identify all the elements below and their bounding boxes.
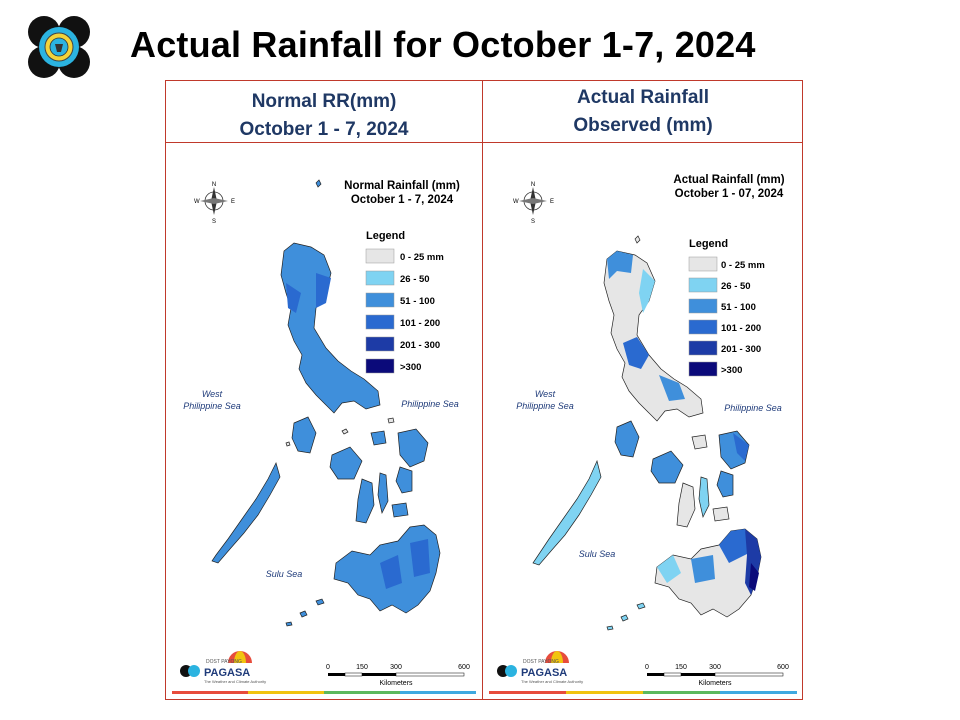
scale-unit: Kilometers — [379, 680, 413, 687]
scale-tick-0: 0 — [326, 664, 330, 671]
legend-swatch-1 — [365, 270, 395, 286]
compass-w: W — [513, 199, 519, 205]
actual-rainfall-map: N S E W Actual Rainfall (mm) October 1 -… — [489, 174, 797, 694]
legend: Legend 0 - 25 mm 26 - 50 51 - 100 101 - … — [365, 230, 444, 374]
legend: Legend 0 - 25 mm 26 - 50 51 - 100 101 - … — [688, 238, 765, 377]
panel-divider — [482, 80, 483, 700]
left-panel-heading: Normal RR(mm) October 1 - 7, 2024 — [166, 88, 482, 144]
legend-label-3: 101 - 200 — [721, 323, 761, 334]
legend-swatch-0 — [365, 248, 395, 264]
maps-frame — [165, 80, 803, 700]
compass-s: S — [531, 219, 535, 225]
scale-tick-3: 600 — [458, 664, 470, 671]
legend-swatch-2 — [365, 292, 395, 308]
philippines-landmass — [532, 235, 762, 631]
right-heading-line1: Actual Rainfall — [577, 87, 709, 108]
legend-swatch-2 — [688, 298, 718, 314]
scale-unit: Kilometers — [698, 680, 732, 687]
legend-label-2: 51 - 100 — [721, 302, 756, 313]
compass-w: W — [194, 199, 200, 205]
legend-label-4: 201 - 300 — [721, 344, 761, 355]
brand-top: DOST PAYONG — [523, 659, 559, 665]
sea-label-west-1: West — [535, 389, 556, 399]
legend-label-0: 0 - 25 mm — [721, 260, 765, 271]
pagasa-seal-logo — [28, 16, 90, 78]
legend-label-1: 26 - 50 — [400, 274, 430, 285]
legend-label-5: >300 — [400, 362, 421, 373]
header-divider — [165, 142, 803, 143]
legend-label-5: >300 — [721, 365, 742, 376]
scale-tick-3: 600 — [777, 664, 789, 671]
compass-e: E — [231, 199, 235, 205]
legend-label-1: 26 - 50 — [721, 281, 751, 292]
scale-tick-0: 0 — [645, 664, 649, 671]
brand-tagline: The Weather and Climate Authority — [204, 679, 266, 684]
brand-name: PAGASA — [521, 667, 567, 679]
sea-label-east: Philippine Sea — [724, 403, 782, 413]
compass-rose-icon: N S E W — [194, 182, 235, 225]
legend-swatch-1 — [688, 277, 718, 293]
sea-label-west-1: West — [202, 389, 223, 399]
brand-tagline: The Weather and Climate Authority — [521, 679, 583, 684]
legend-swatch-5 — [688, 361, 718, 377]
compass-s: S — [212, 219, 216, 225]
compass-rose-icon: N S E W — [513, 182, 554, 225]
sea-label-west-2: Philippine Sea — [516, 401, 574, 411]
map-title-1: Normal Rainfall (mm) — [344, 180, 460, 192]
scale-tick-2: 300 — [390, 664, 402, 671]
footer-color-strip — [172, 691, 476, 694]
legend-swatch-4 — [688, 340, 718, 356]
page-title: Actual Rainfall for October 1-7, 2024 — [130, 24, 756, 65]
legend-swatch-0 — [688, 256, 718, 272]
left-heading-line1: Normal RR(mm) — [251, 91, 397, 112]
legend-swatch-5 — [365, 358, 395, 374]
legend-swatch-3 — [365, 314, 395, 330]
sea-label-west-2: Philippine Sea — [183, 401, 241, 411]
compass-e: E — [550, 199, 554, 205]
philippines-landmass — [211, 179, 441, 627]
legend-title: Legend — [689, 238, 728, 250]
compass-n: N — [212, 182, 216, 188]
sea-label-south: Sulu Sea — [266, 569, 303, 579]
legend-label-2: 51 - 100 — [400, 296, 435, 307]
normal-rainfall-map: N S E W Normal Rainfall (mm) October 1 -… — [172, 179, 476, 694]
left-heading-line2: October 1 - 7, 2024 — [239, 119, 409, 140]
sea-label-east: Philippine Sea — [401, 399, 459, 409]
sea-label-south: Sulu Sea — [579, 549, 616, 559]
legend-swatch-4 — [365, 336, 395, 352]
scale-tick-1: 150 — [675, 664, 687, 671]
right-heading-line2: Observed (mm) — [573, 115, 713, 136]
legend-swatch-3 — [688, 319, 718, 335]
map-title-1: Actual Rainfall (mm) — [673, 174, 784, 186]
right-panel-heading: Actual Rainfall Observed (mm) — [483, 84, 803, 140]
legend-label-3: 101 - 200 — [400, 318, 440, 329]
pagasa-brand-logo: DOST PAYONG PAGASA The Weather and Clima… — [180, 651, 266, 684]
footer-color-strip — [489, 691, 797, 694]
brand-top: DOST PAYONG — [206, 659, 242, 665]
scale-tick-1: 150 — [356, 664, 368, 671]
legend-title: Legend — [366, 230, 405, 242]
map-title-2: October 1 - 07, 2024 — [675, 188, 784, 200]
brand-name: PAGASA — [204, 667, 250, 679]
pagasa-brand-logo: DOST PAYONG PAGASA The Weather and Clima… — [497, 651, 583, 684]
scale-tick-2: 300 — [709, 664, 721, 671]
map-title-2: October 1 - 7, 2024 — [351, 194, 454, 206]
legend-label-0: 0 - 25 mm — [400, 252, 444, 263]
scale-bar: 0 150 300 600 Kilometers — [326, 664, 470, 687]
compass-n: N — [531, 182, 535, 188]
scale-bar: 0 150 300 600 Kilometers — [645, 664, 789, 687]
legend-label-4: 201 - 300 — [400, 340, 440, 351]
